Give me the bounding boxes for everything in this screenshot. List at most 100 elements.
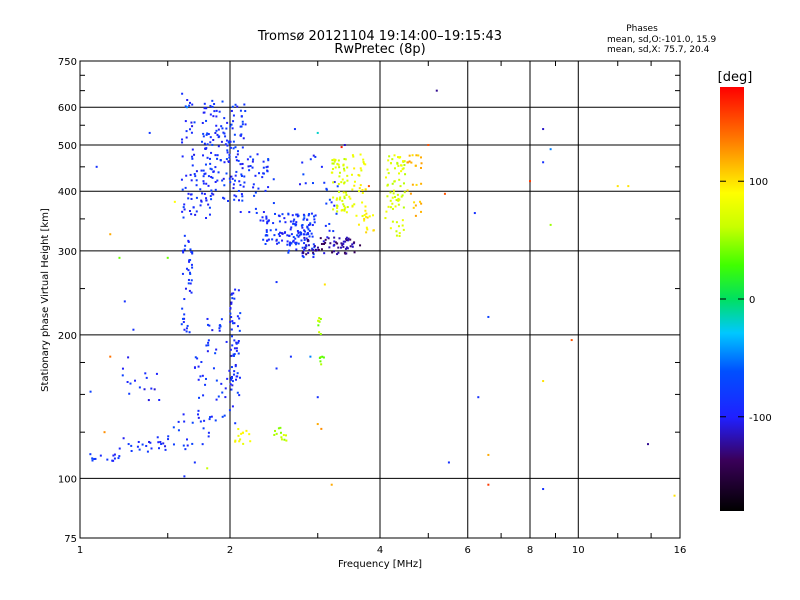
data-point: [396, 162, 399, 165]
data-point: [342, 245, 345, 248]
data-point: [345, 252, 348, 255]
data-point: [237, 159, 240, 162]
data-point: [336, 163, 339, 166]
data-point: [188, 289, 191, 292]
data-point: [366, 216, 369, 219]
x-tick-label: 16: [674, 545, 687, 556]
data-point: [239, 184, 242, 187]
data-point: [570, 339, 573, 342]
data-point: [332, 244, 335, 247]
data-point: [306, 218, 309, 221]
data-point: [236, 372, 239, 375]
data-point: [308, 229, 311, 232]
data-point: [487, 483, 490, 486]
data-point: [230, 366, 233, 369]
data-point: [244, 110, 247, 113]
x-tick-label: 1: [77, 545, 83, 556]
data-point: [191, 125, 194, 128]
data-point: [314, 249, 317, 252]
data-point: [273, 234, 276, 237]
data-point: [211, 99, 214, 102]
data-point: [235, 156, 238, 159]
data-point: [295, 223, 298, 226]
data-point: [399, 156, 402, 159]
data-point: [300, 233, 303, 236]
data-point: [372, 214, 375, 217]
data-point: [186, 324, 189, 327]
data-point: [386, 195, 389, 198]
data-point: [247, 165, 250, 168]
data-point: [391, 220, 394, 223]
data-point: [346, 206, 349, 209]
data-point: [193, 153, 196, 156]
data-point: [487, 315, 490, 318]
data-point: [311, 182, 314, 185]
data-point: [342, 164, 345, 167]
data-point: [344, 158, 347, 161]
data-point: [264, 189, 267, 192]
data-point: [232, 120, 235, 123]
data-point: [253, 194, 256, 197]
data-point: [218, 327, 221, 330]
data-point: [413, 201, 416, 204]
data-point: [217, 395, 220, 398]
data-point: [233, 339, 236, 342]
data-point: [112, 454, 115, 457]
data-point: [228, 140, 231, 143]
data-point: [313, 218, 316, 221]
data-point: [235, 347, 238, 350]
data-point: [189, 101, 192, 104]
data-point: [222, 131, 225, 134]
data-point: [278, 215, 281, 218]
data-point: [341, 199, 344, 202]
data-point: [340, 209, 343, 212]
data-point: [203, 419, 206, 422]
data-point: [284, 221, 287, 224]
data-point: [188, 271, 191, 274]
data-point: [325, 187, 328, 190]
data-point: [216, 154, 219, 157]
data-point: [361, 191, 364, 194]
data-point: [307, 214, 310, 217]
data-point: [328, 246, 331, 249]
data-point: [265, 215, 268, 218]
x-tick-label: 10: [572, 545, 585, 556]
data-point: [310, 232, 313, 235]
data-point: [242, 431, 245, 434]
data-point: [185, 327, 188, 330]
data-point: [389, 227, 392, 230]
data-point: [331, 251, 334, 254]
data-point: [191, 251, 194, 254]
data-point: [312, 253, 315, 256]
data-point: [277, 427, 280, 430]
data-point: [238, 329, 241, 332]
data-point: [228, 409, 231, 412]
data-point: [109, 355, 112, 358]
data-point: [402, 167, 405, 170]
data-point: [158, 398, 161, 401]
data-point: [275, 228, 278, 231]
data-point: [220, 318, 223, 321]
data-point: [207, 435, 210, 438]
data-point: [199, 188, 202, 191]
data-point: [229, 312, 232, 315]
data-point: [411, 183, 414, 186]
data-point: [303, 217, 306, 220]
data-point: [223, 117, 226, 120]
data-point: [229, 307, 232, 310]
data-point: [391, 182, 394, 185]
data-point: [283, 217, 286, 220]
data-point: [207, 175, 210, 178]
data-point: [197, 416, 200, 419]
data-point: [187, 278, 190, 281]
data-point: [181, 141, 184, 144]
data-point: [231, 380, 234, 383]
data-point: [372, 229, 375, 232]
data-point: [392, 189, 395, 192]
data-point: [248, 433, 251, 436]
data-point: [266, 220, 269, 223]
data-point: [236, 391, 239, 394]
data-point: [318, 356, 321, 359]
data-point: [186, 106, 189, 109]
data-point: [210, 168, 213, 171]
